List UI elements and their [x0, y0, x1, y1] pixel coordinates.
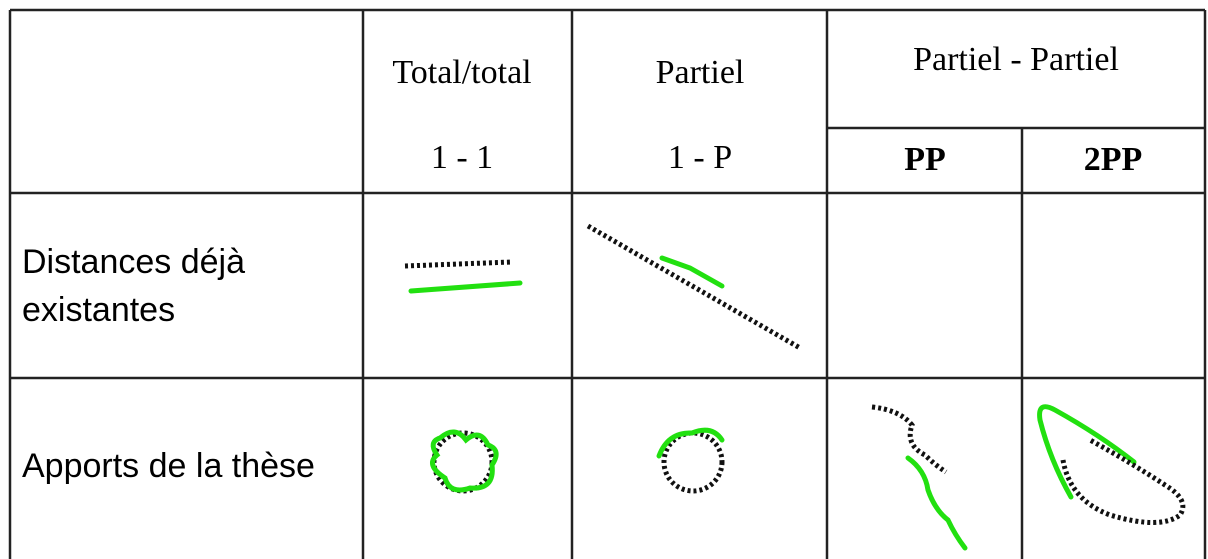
existing-distance	[1060, 437, 1186, 525]
contribution	[905, 455, 968, 551]
contribution	[656, 427, 725, 459]
row-label: existantes	[22, 291, 175, 329]
existing-distance	[871, 404, 948, 475]
contribution	[659, 255, 725, 289]
row-label: Distances déjà	[22, 243, 245, 281]
existing-distance	[404, 259, 513, 269]
contribution	[408, 280, 523, 294]
column-title: Partiel - Partiel	[913, 41, 1119, 78]
subcolumn-title: 2PP	[1084, 141, 1143, 178]
existing-distance	[661, 430, 725, 494]
row-label: Apports de la thèse	[22, 447, 315, 485]
table-grid	[8, 8, 1207, 559]
column-subtitle: 1 - P	[668, 139, 732, 176]
contribution	[1037, 404, 1137, 500]
column-title: Total/total	[392, 54, 531, 91]
existing-distance	[586, 223, 802, 351]
column-title: Partiel	[656, 54, 745, 91]
illustrations	[404, 223, 1186, 551]
column-subtitle: 1 - 1	[431, 139, 493, 176]
contribution	[430, 429, 499, 493]
subcolumn-title: PP	[904, 141, 946, 178]
